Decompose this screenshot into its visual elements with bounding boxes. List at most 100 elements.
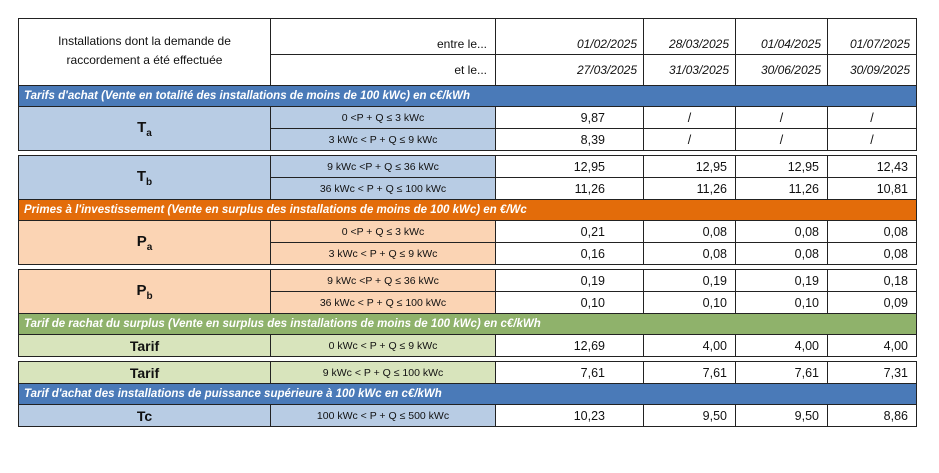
group-label-subscript: a xyxy=(146,241,153,253)
period-1-end: 27/03/2025 xyxy=(495,54,644,86)
section-title: Tarif de rachat du surplus (Vente en sur… xyxy=(18,313,917,335)
section-tarifs-achat: Tarifs d'achat (Vente en totalité des in… xyxy=(18,85,917,107)
et-label: et le... xyxy=(270,54,496,86)
value-cell: / xyxy=(735,106,828,129)
group-label-subscript: a xyxy=(146,127,152,139)
value-cell: 7,61 xyxy=(495,361,644,384)
value-cell: 0,08 xyxy=(643,220,736,243)
value-cell: 8,86 xyxy=(827,404,917,427)
value-cell: / xyxy=(827,128,917,151)
value-cell: 0,10 xyxy=(735,291,828,314)
group-label-tb: Tb xyxy=(18,155,271,200)
group-label-pb: Pb xyxy=(18,269,271,314)
value-cell: 12,95 xyxy=(735,155,828,178)
value-cell: / xyxy=(643,106,736,129)
value-cell: 8,39 xyxy=(495,128,644,151)
condition-cell: 9 kWc <P + Q ≤ 36 kWc xyxy=(270,269,496,292)
table-row: 36 kWc < P + Q ≤ 100 kWc 0,10 0,10 0,10 … xyxy=(19,291,917,314)
value-cell: 7,31 xyxy=(827,361,917,384)
condition-cell: 0 <P + Q ≤ 3 kWc xyxy=(270,220,496,243)
table-row: 3 kWc < P + Q ≤ 9 kWc 8,39 / / / xyxy=(19,128,917,151)
value-cell: 0,08 xyxy=(827,242,917,265)
table-title: Installations dont la demande de raccord… xyxy=(18,18,271,86)
value-cell: 0,16 xyxy=(495,242,644,265)
condition-cell: 9 kWc <P + Q ≤ 36 kWc xyxy=(270,155,496,178)
period-1-start: 01/02/2025 xyxy=(495,18,644,55)
table-row: Tarif 9 kWc < P + Q ≤ 100 kWc 7,61 7,61 … xyxy=(18,361,917,384)
value-cell: 11,26 xyxy=(735,177,828,200)
value-cell: 11,26 xyxy=(643,177,736,200)
value-cell: 4,00 xyxy=(735,334,828,357)
value-cell: 7,61 xyxy=(643,361,736,384)
header-row-end: et le... 27/03/2025 31/03/2025 30/06/202… xyxy=(19,54,917,86)
period-3-end: 30/06/2025 xyxy=(735,54,828,86)
value-cell: 0,21 xyxy=(495,220,644,243)
value-cell: 0,09 xyxy=(827,291,917,314)
header-row-start: Installations dont la demande de raccord… xyxy=(18,18,917,86)
value-cell: 12,95 xyxy=(643,155,736,178)
value-cell: 0,10 xyxy=(495,291,644,314)
value-cell: 4,00 xyxy=(643,334,736,357)
table-row: Tb 9 kWc <P + Q ≤ 36 kWc 12,95 12,95 12,… xyxy=(18,155,917,200)
value-cell: / xyxy=(643,128,736,151)
value-cell: 0,08 xyxy=(735,220,828,243)
value-cell: 9,87 xyxy=(495,106,644,129)
group-label-ta: Ta xyxy=(18,106,271,151)
value-cell: 0,08 xyxy=(735,242,828,265)
table-row: 36 kWc < P + Q ≤ 100 kWc 11,26 11,26 11,… xyxy=(19,177,917,200)
value-cell: 0,19 xyxy=(643,269,736,292)
period-2-end: 31/03/2025 xyxy=(643,54,736,86)
condition-cell: 36 kWc < P + Q ≤ 100 kWc xyxy=(270,291,496,314)
group-label-text: P xyxy=(136,232,147,250)
group-label-tarif-1: Tarif xyxy=(18,334,271,357)
group-label-text: P xyxy=(136,281,147,299)
value-cell: 0,19 xyxy=(735,269,828,292)
value-cell: 9,50 xyxy=(643,404,736,427)
value-cell: / xyxy=(735,128,828,151)
group-label-tarif-2: Tarif xyxy=(18,361,271,384)
group-label-tc: Tc xyxy=(18,404,271,427)
table-row: Ta 0 <P + Q ≤ 3 kWc 9,87 / / / xyxy=(18,106,917,151)
tariff-table: Installations dont la demande de raccord… xyxy=(18,18,917,427)
condition-cell: 0 <P + Q ≤ 3 kWc xyxy=(270,106,496,129)
table-row: Pa 0 <P + Q ≤ 3 kWc 0,21 0,08 0,08 0,08 xyxy=(18,220,917,265)
group-label-subscript: b xyxy=(146,290,153,302)
value-cell: 0,18 xyxy=(827,269,917,292)
condition-cell: 0 kWc < P + Q ≤ 9 kWc xyxy=(270,334,496,357)
section-title: Tarif d'achat des installations de puiss… xyxy=(18,383,917,405)
value-cell: 10,81 xyxy=(827,177,917,200)
value-cell: 0,10 xyxy=(643,291,736,314)
condition-cell: 9 kWc < P + Q ≤ 100 kWc xyxy=(270,361,496,384)
value-cell: 0,08 xyxy=(643,242,736,265)
value-cell: 7,61 xyxy=(735,361,828,384)
section-title: Primes à l'investissement (Vente en surp… xyxy=(18,199,917,221)
value-cell: 12,69 xyxy=(495,334,644,357)
table-row: Pb 9 kWc <P + Q ≤ 36 kWc 0,19 0,19 0,19 … xyxy=(18,269,917,314)
table-row: 3 kWc < P + Q ≤ 9 kWc 0,16 0,08 0,08 0,0… xyxy=(19,242,917,265)
table-row: Tarif 0 kWc < P + Q ≤ 9 kWc 12,69 4,00 4… xyxy=(18,334,917,357)
group-label-subscript: b xyxy=(146,176,153,188)
value-cell: 10,23 xyxy=(495,404,644,427)
condition-cell: 100 kWc < P + Q ≤ 500 kWc xyxy=(270,404,496,427)
value-cell: / xyxy=(827,106,917,129)
value-cell: 12,95 xyxy=(495,155,644,178)
table-row: Tc 100 kWc < P + Q ≤ 500 kWc 10,23 9,50 … xyxy=(18,404,917,427)
group-label-text: T xyxy=(137,118,147,136)
condition-cell: 36 kWc < P + Q ≤ 100 kWc xyxy=(270,177,496,200)
condition-cell: 3 kWc < P + Q ≤ 9 kWc xyxy=(270,128,496,151)
tariff-table-container: Installations dont la demande de raccord… xyxy=(18,18,917,427)
value-cell: 0,08 xyxy=(827,220,917,243)
value-cell: 0,19 xyxy=(495,269,644,292)
entre-label: entre le... xyxy=(270,18,496,55)
value-cell: 9,50 xyxy=(735,404,828,427)
section-rachat-surplus: Tarif de rachat du surplus (Vente en sur… xyxy=(18,313,917,335)
group-label-pa: Pa xyxy=(18,220,271,265)
period-4-end: 30/09/2025 xyxy=(827,54,917,86)
value-cell: 4,00 xyxy=(827,334,917,357)
section-achat-sup100: Tarif d'achat des installations de puiss… xyxy=(18,383,917,405)
period-2-start: 28/03/2025 xyxy=(643,18,736,55)
period-3-start: 01/04/2025 xyxy=(735,18,828,55)
value-cell: 11,26 xyxy=(495,177,644,200)
period-4-start: 01/07/2025 xyxy=(827,18,917,55)
condition-cell: 3 kWc < P + Q ≤ 9 kWc xyxy=(270,242,496,265)
